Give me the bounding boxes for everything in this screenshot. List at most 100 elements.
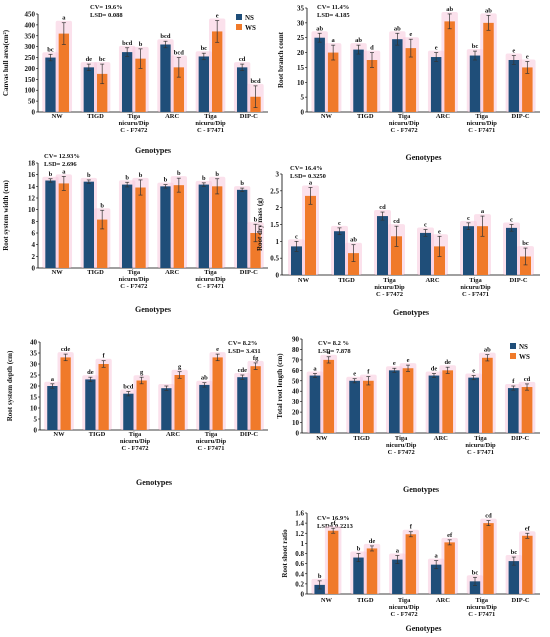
x-tick-label-line: ARC xyxy=(165,113,179,120)
significance-letter: ef xyxy=(331,520,337,527)
ns-bar xyxy=(420,232,431,275)
y-tick-label: 35 xyxy=(297,5,305,13)
x-tick-label-line: nicuru/Dip xyxy=(386,442,417,449)
ns-bar xyxy=(83,67,94,112)
lsd-label: LSD= 2.696 xyxy=(44,161,77,168)
y-tick-label: 1 xyxy=(301,540,305,548)
x-tick-label: Tiga nicuru/Dip C - F7471 xyxy=(195,269,226,290)
ws-bar xyxy=(173,185,185,268)
x-tick-label: Tiga nicuru/Dip C - F7472 xyxy=(119,269,150,290)
ws-bar xyxy=(482,357,493,433)
y-tick-label: 0 xyxy=(34,427,38,435)
x-tick-label: ARC xyxy=(436,113,450,120)
x-axis-label: Genotypes xyxy=(406,624,442,633)
y-tick-label: 10 xyxy=(297,79,305,87)
significance-letter: e xyxy=(216,346,219,353)
legend: NS WS xyxy=(510,343,530,361)
chart-panel-7: 0 0.2 0.4 0.6 0.8 1 1.2 1.4 1.6 Root shoot ratio C… xyxy=(281,510,540,633)
y-tick-label: 5 xyxy=(301,94,305,102)
x-tick-label-line: ARC xyxy=(166,431,180,438)
significance-letter: bcd xyxy=(123,384,134,391)
significance-letter: cd xyxy=(485,513,492,520)
x-tick-label-line: Tiga xyxy=(474,435,487,442)
ws-bar xyxy=(174,375,185,430)
significance-letter: b xyxy=(240,180,244,187)
significance-letter: c xyxy=(467,215,470,222)
ns-bar xyxy=(430,564,442,594)
x-tick-label-line: Tiga xyxy=(475,597,488,604)
ws-bar xyxy=(522,535,533,594)
significance-letter: c xyxy=(510,217,513,224)
ws-bar xyxy=(444,542,455,594)
ns-bar xyxy=(123,393,134,430)
legend-ns-label: NS xyxy=(519,343,528,351)
significance-letter: ab xyxy=(316,25,323,32)
ns-bar xyxy=(45,180,56,268)
chart-panel-3: 0 2 4 6 8 10 12 14 16 18 Root system width (cm) CV=… xyxy=(2,153,268,314)
x-tick-label-line: nicuru/Dip xyxy=(465,442,496,449)
x-tick-label: NW xyxy=(321,113,333,120)
ns-bar xyxy=(45,57,56,112)
x-tick-label-line: Tiga xyxy=(398,597,411,604)
y-tick-label: 10 xyxy=(30,405,38,413)
x-tick-label-line: nicuru/Dip xyxy=(389,120,420,127)
ws-bar xyxy=(366,548,378,594)
y-tick-label: 350 xyxy=(25,32,36,40)
y-tick-label: 1.4 xyxy=(295,520,304,528)
x-tick-label-line: ARC xyxy=(165,269,179,276)
significance-letter: de xyxy=(87,369,94,376)
y-tick-label: 1.6 xyxy=(295,510,304,518)
ws-bar xyxy=(212,186,223,268)
legend: NS WS xyxy=(236,14,256,32)
y-tick-label: 12 xyxy=(28,195,36,203)
ns-bar xyxy=(314,584,325,594)
x-axis-label: Genotypes xyxy=(406,153,442,162)
ns-bar xyxy=(468,377,479,433)
x-tick-label: TIGD xyxy=(338,277,355,284)
y-axis-label: Root branch count xyxy=(277,31,285,88)
legend-ns-swatch xyxy=(236,14,242,20)
y-tick-label: 40 xyxy=(292,388,300,396)
significance-letter: e xyxy=(512,48,515,55)
ws-bar xyxy=(405,534,417,594)
y-axis-label: Root system depth (cm) xyxy=(6,350,14,421)
ns-bar xyxy=(237,377,248,430)
significance-letter: c xyxy=(424,222,427,229)
significance-letter: de xyxy=(431,365,438,372)
cv-label: CV= 8.2 % xyxy=(318,340,349,347)
ws-bar xyxy=(520,256,531,275)
y-tick-label: 300 xyxy=(25,43,36,51)
significance-letter: ab xyxy=(394,25,401,32)
y-axis-label: Total root length (cm) xyxy=(276,353,284,419)
y-tick-label: 5 xyxy=(34,416,38,424)
y-tick-label: 0.6 xyxy=(295,560,304,568)
x-tick-label-line: DIP-C xyxy=(509,277,527,284)
x-tick-label: Tiga nicuru/Dip C - F7471 xyxy=(195,113,226,134)
significance-letter: cd xyxy=(379,204,386,211)
x-tick-label-line: nicuru/Dip xyxy=(195,276,226,283)
x-tick-label-line: nicuru/Dip xyxy=(467,120,498,127)
x-tick-label-line: Tiga xyxy=(383,277,396,284)
ws-bar xyxy=(58,183,70,268)
significance-letter: bcd xyxy=(160,33,171,40)
x-tick-label-line: nicuru/Dip xyxy=(389,604,420,611)
ws-bar xyxy=(97,73,108,112)
significance-letter: ab xyxy=(350,237,357,244)
significance-letter: de xyxy=(369,538,376,545)
x-tick-label-line: C - F7472 xyxy=(121,445,148,452)
ws-bar xyxy=(58,33,70,112)
significance-letter: bcd xyxy=(174,50,185,57)
x-tick-label: DIP-C xyxy=(240,269,258,276)
significance-letter: b xyxy=(100,202,104,209)
significance-letter: cde xyxy=(61,346,71,353)
significance-letter: bc xyxy=(99,56,106,63)
significance-letter: cd xyxy=(524,376,531,383)
y-tick-label: 3 xyxy=(276,171,280,179)
significance-letter: a xyxy=(62,15,66,22)
y-tick-label: 50 xyxy=(292,377,300,385)
significance-letter: bc xyxy=(472,569,479,576)
y-tick-label: 1.5 xyxy=(270,221,279,229)
x-tick-label: ARC xyxy=(425,277,439,284)
significance-letter: a xyxy=(332,37,336,44)
x-tick-label-line: Tiga xyxy=(395,435,408,442)
